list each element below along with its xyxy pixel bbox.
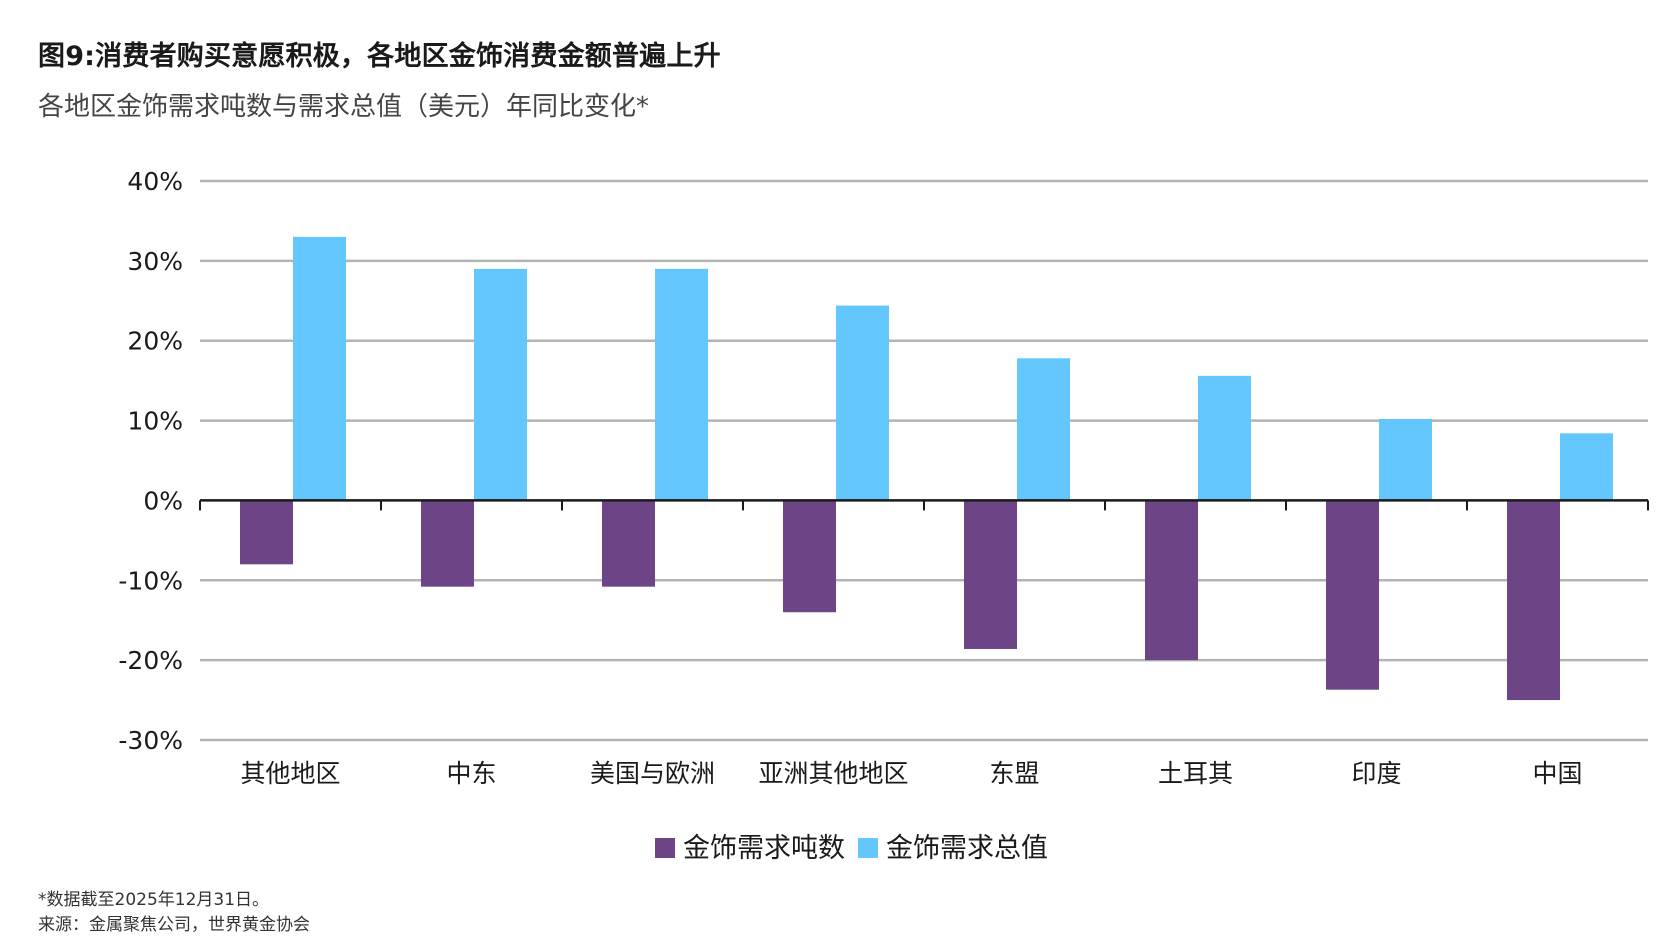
- chart-title: 图9:消费者购买意愿积极，各地区金饰消费金额普遍上升: [38, 41, 721, 72]
- bar-value: [1560, 433, 1613, 501]
- y-tick-label: 20%: [127, 327, 183, 356]
- bar-value: [1198, 375, 1251, 501]
- bar-value: [293, 236, 346, 501]
- bar-value: [1017, 358, 1070, 501]
- x-tick-label: 亚洲其他地区: [758, 759, 908, 788]
- x-tick-label: 中国: [1532, 759, 1582, 788]
- bar-value: [474, 268, 527, 501]
- bar-tonnes: [783, 500, 836, 613]
- legend-swatch-value: [858, 838, 878, 858]
- legend-label-tonnes: 金饰需求吨数: [683, 833, 845, 864]
- bar-tonnes: [964, 500, 1017, 649]
- bar-value: [1379, 418, 1432, 501]
- y-tick-label: 10%: [127, 407, 183, 436]
- x-tick-label: 中东: [446, 759, 496, 788]
- legend-label-value: 金饰需求总值: [886, 833, 1048, 864]
- bar-tonnes: [1145, 500, 1198, 661]
- y-tick-label: -30%: [118, 726, 183, 755]
- y-tick-label: -10%: [118, 566, 183, 595]
- footnote: *数据截至2025年12月31日。: [38, 890, 270, 910]
- x-tick-label: 其他地区: [240, 759, 340, 788]
- bar-value: [655, 268, 708, 501]
- y-tick-label: -20%: [118, 646, 183, 675]
- source-note: 来源：金属聚焦公司，世界黄金协会: [38, 915, 310, 935]
- bar-tonnes: [602, 500, 655, 587]
- bar-tonnes: [1326, 500, 1379, 690]
- x-tick-label: 土耳其: [1158, 759, 1233, 788]
- x-tick-label: 美国与欧洲: [590, 759, 715, 788]
- chart-subtitle: 各地区金饰需求吨数与需求总值（美元）年同比变化*: [38, 92, 650, 122]
- bar-tonnes: [421, 500, 474, 587]
- bar-tonnes: [240, 500, 293, 565]
- bar-tonnes: [1507, 500, 1560, 701]
- y-tick-label: 30%: [127, 247, 183, 276]
- y-tick-label: 0%: [143, 486, 183, 515]
- legend-swatch-tonnes: [655, 838, 675, 858]
- y-tick-label: 40%: [127, 167, 183, 196]
- x-tick-label: 印度: [1351, 759, 1401, 788]
- x-tick-label: 东盟: [989, 759, 1039, 788]
- bar-value: [836, 305, 889, 501]
